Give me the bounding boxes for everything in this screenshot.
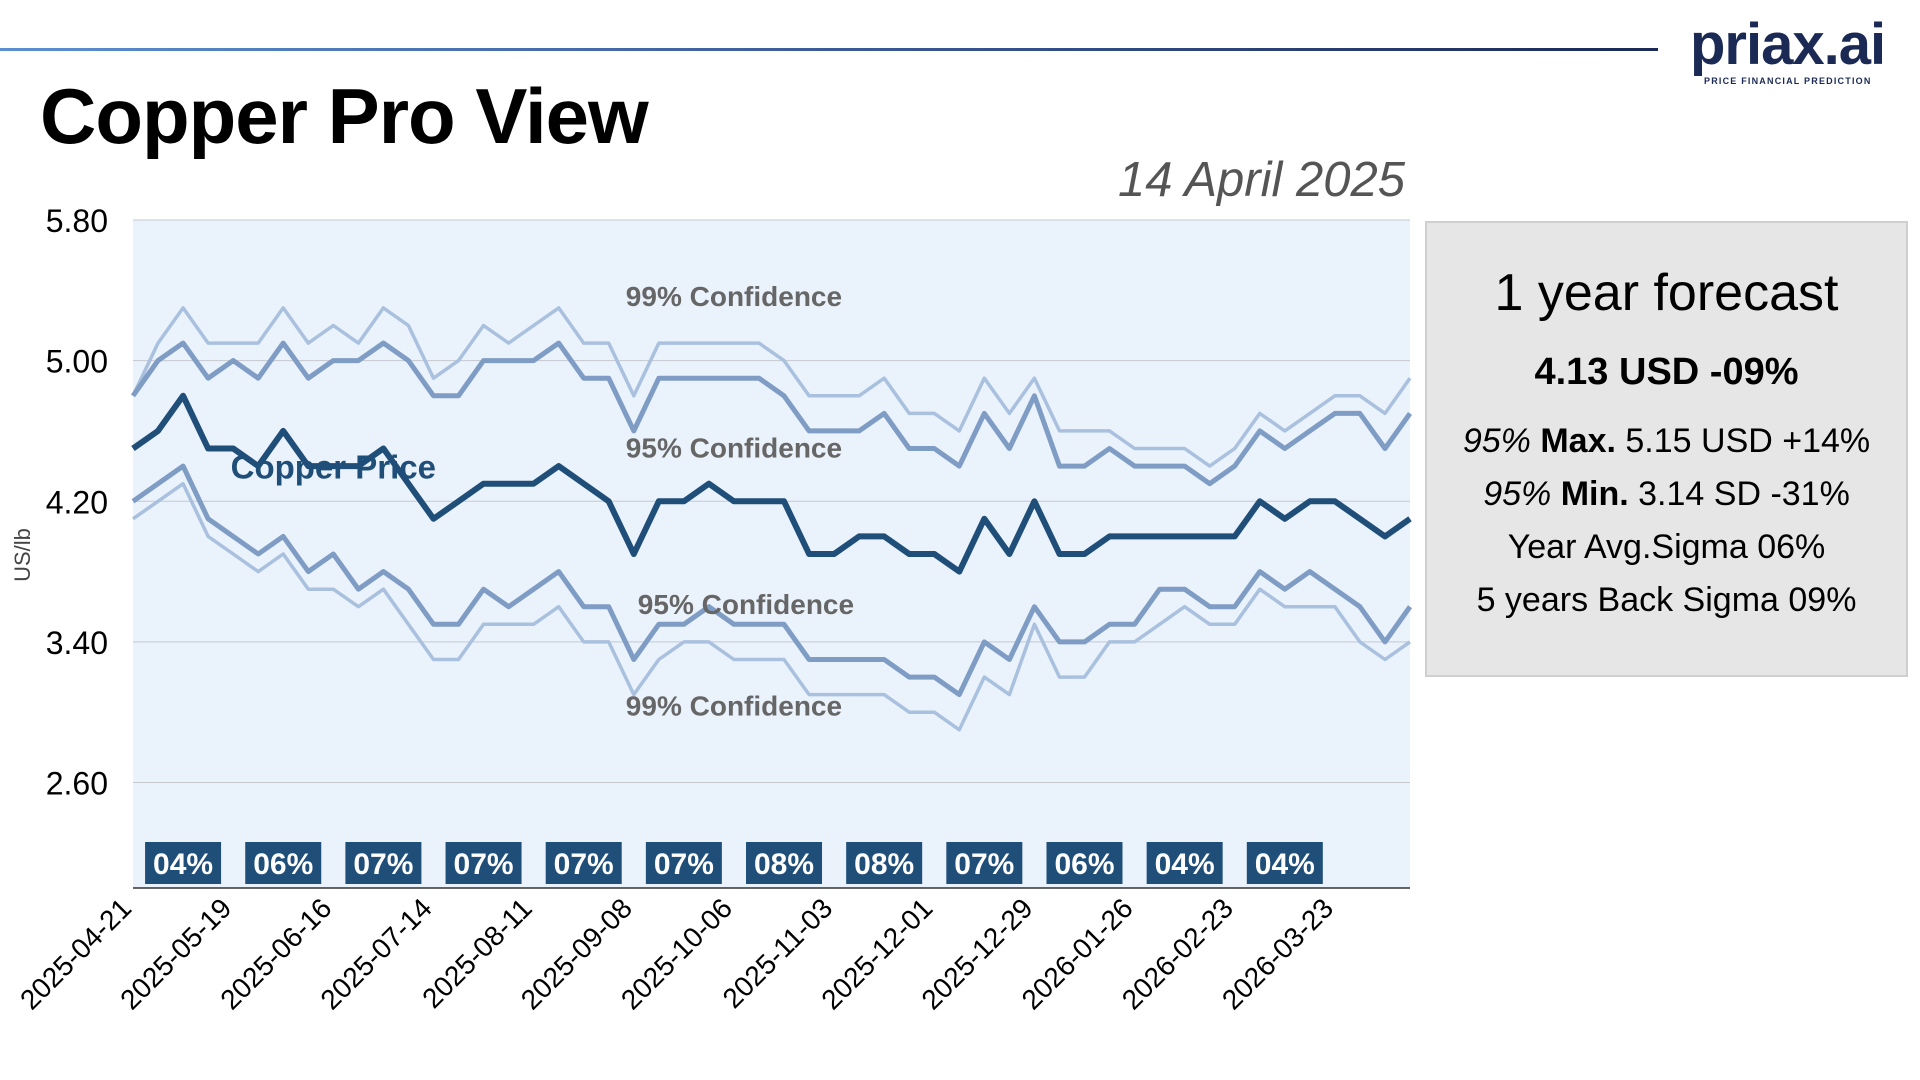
sigma-badge-label: 04% [1155, 848, 1215, 881]
plot-area [133, 220, 1410, 888]
max-label: Max. [1540, 422, 1616, 460]
sigma-badge-label: 08% [854, 848, 914, 881]
series-price-line [131, 392, 1412, 575]
annotation-lower99: 99% Confidence [626, 691, 842, 722]
annotation-price: Copper Price [231, 448, 436, 485]
forecast-min-line: 95% Min. 3.14 SD -31% [1427, 468, 1906, 521]
forecast-title: 1 year forecast [1494, 264, 1839, 322]
series-upper95-line [130, 340, 1413, 487]
min-value: 3.14 SD -31% [1638, 475, 1850, 513]
y-tick-label: 5.80 [46, 203, 108, 239]
forecast-panel: 1 year forecast 4.13 USD -09% 95% Max. 5… [1425, 221, 1908, 677]
sigma-badge [946, 842, 1023, 884]
sigma-badge [145, 842, 222, 884]
forecast-max-line: 95% Max. 5.15 USD +14% [1427, 415, 1906, 468]
y-axis-label: US/lb [10, 528, 35, 582]
series-lower99-line [131, 481, 1412, 732]
sigma-badge [846, 842, 923, 884]
max-prefix: 95% [1462, 422, 1531, 460]
sigma-badge [645, 842, 722, 884]
sigma-badge-label: 07% [454, 848, 514, 881]
sigma-badge-label: 07% [353, 848, 413, 881]
logo-wordmark: priax.ai [1690, 12, 1886, 77]
sigma-badge [345, 842, 422, 884]
sigma-badge-label: 07% [654, 848, 714, 881]
min-prefix: 95% [1483, 475, 1552, 513]
sigma-badge [245, 842, 322, 884]
sigma-badge-label: 06% [1054, 848, 1114, 881]
header-rule [0, 48, 1658, 51]
min-label: Min. [1560, 475, 1629, 513]
sigma-badge-label: 08% [754, 848, 814, 881]
sigma-badge-label: 07% [954, 848, 1014, 881]
sigma-badge-label: 04% [153, 848, 213, 881]
annotation-upper95: 95% Confidence [626, 432, 842, 463]
max-value: 5.15 USD +14% [1625, 422, 1871, 460]
year-avg-sigma: Year Avg.Sigma 06% [1507, 528, 1826, 566]
sigma-badge [1046, 842, 1123, 884]
report-date: 14 April 2025 [1118, 153, 1405, 207]
sigma-badge [445, 842, 522, 884]
back-sigma: 5 years Back Sigma 09% [1476, 581, 1857, 619]
forecast-headline: 4.13 USD -09% [1534, 351, 1799, 393]
sigma-badge-label: 04% [1255, 848, 1315, 881]
series-upper99-line [131, 306, 1412, 468]
y-tick-label: 2.60 [46, 766, 108, 802]
sigma-badge [545, 842, 622, 884]
series-lower95-line [131, 463, 1413, 698]
sigma-badge [746, 842, 823, 884]
priax-logo: priax.ai PRICE FINANCIAL PREDICTION [1690, 12, 1890, 87]
sigma-badge-label: 07% [554, 848, 614, 881]
sigma-badge [1246, 842, 1323, 884]
annotation-upper99: 99% Confidence [626, 281, 842, 312]
logo-tagline: PRICE FINANCIAL PREDICTION [1704, 76, 1872, 86]
annotation-lower95: 95% Confidence [638, 589, 854, 620]
y-tick-label: 3.40 [46, 625, 108, 661]
y-tick-label: 5.00 [46, 344, 108, 380]
sigma-badge-label: 06% [253, 848, 313, 881]
sigma-badge [1146, 842, 1223, 884]
y-tick-label: 4.20 [46, 484, 108, 520]
page-title: Copper Pro View [40, 72, 649, 160]
